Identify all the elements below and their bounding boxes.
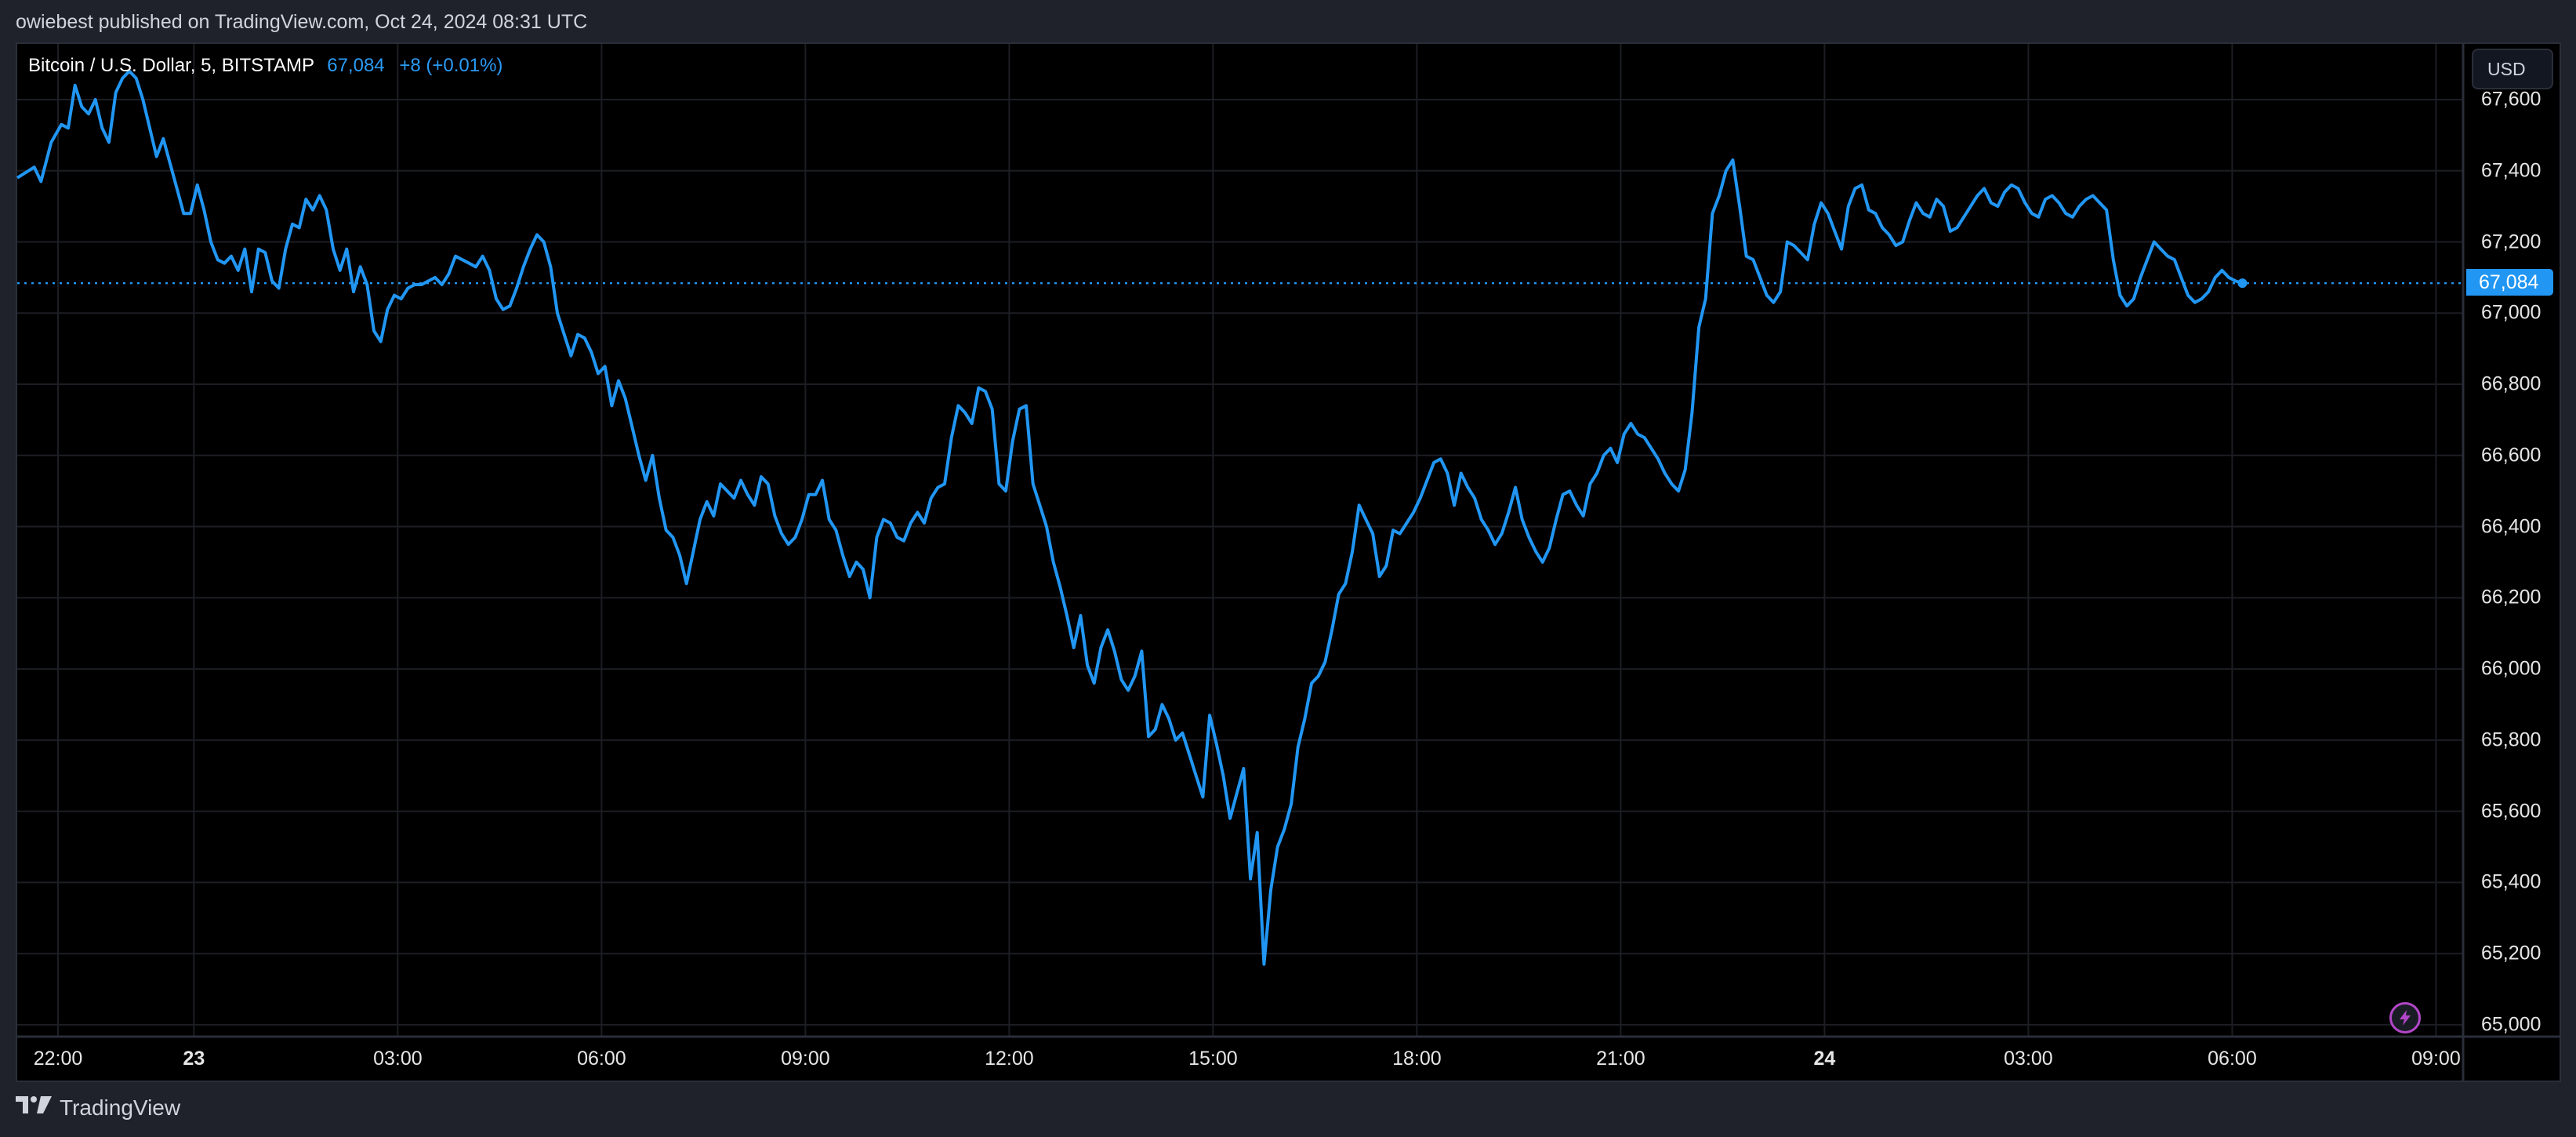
chart-legend: Bitcoin / U.S. Dollar, 5, BITSTAMP 67,08… xyxy=(28,55,503,77)
price-axis-label: 65,600 xyxy=(2481,800,2542,823)
time-axis-label: 03:00 xyxy=(373,1048,423,1070)
price-axis-label: 67,600 xyxy=(2481,88,2542,111)
price-axis-label: 65,200 xyxy=(2481,942,2542,964)
currency-button[interactable]: USD xyxy=(2472,49,2553,89)
time-axis-label: 06:00 xyxy=(577,1048,626,1070)
time-axis-label: 06:00 xyxy=(2208,1048,2257,1070)
price-axis-label: 66,200 xyxy=(2481,586,2542,608)
chart-frame[interactable] xyxy=(16,42,2561,1082)
price-axis-label: 66,400 xyxy=(2481,515,2542,538)
price-axis-label: 66,000 xyxy=(2481,657,2542,680)
last-price-tag: 67,084 xyxy=(2466,269,2553,296)
time-axis-label: 12:00 xyxy=(985,1048,1034,1070)
lightning-bolt-icon[interactable] xyxy=(2389,1002,2421,1033)
publisher-line: owiebest published on TradingView.com, O… xyxy=(16,11,588,33)
price-axis-label: 66,800 xyxy=(2481,372,2542,395)
time-axis-label: 15:00 xyxy=(1188,1048,1238,1070)
price-axis-label: 67,400 xyxy=(2481,159,2542,182)
price-axis-label: 65,400 xyxy=(2481,870,2542,893)
time-axis-label: 24 xyxy=(1813,1048,1836,1070)
time-axis-label: 18:00 xyxy=(1392,1048,1442,1070)
legend-last-price: 67,084 xyxy=(327,55,385,76)
price-axis-label: 65,000 xyxy=(2481,1013,2542,1036)
price-axis-label: 67,000 xyxy=(2481,301,2542,324)
tradingview-brand[interactable]: TradingView xyxy=(16,1095,180,1121)
price-axis-label: 67,200 xyxy=(2481,231,2542,253)
price-axis-label: 66,600 xyxy=(2481,444,2542,467)
symbol-title[interactable]: Bitcoin / U.S. Dollar, 5, BITSTAMP xyxy=(28,55,314,76)
legend-change: +8 (+0.01%) xyxy=(399,55,503,76)
time-axis-label: 23 xyxy=(183,1048,205,1070)
time-axis-label: 22:00 xyxy=(33,1048,83,1070)
tradingview-logo-icon xyxy=(16,1095,52,1121)
price-line xyxy=(16,69,2244,966)
time-axis-label: 03:00 xyxy=(2004,1048,2053,1070)
price-axis-label: 65,800 xyxy=(2481,728,2542,751)
time-axis-label: 09:00 xyxy=(2411,1048,2461,1070)
brand-label: TradingView xyxy=(60,1095,181,1120)
last-point-marker xyxy=(2237,278,2248,289)
time-axis-label: 21:00 xyxy=(1596,1048,1645,1070)
time-axis-label: 09:00 xyxy=(781,1048,830,1070)
